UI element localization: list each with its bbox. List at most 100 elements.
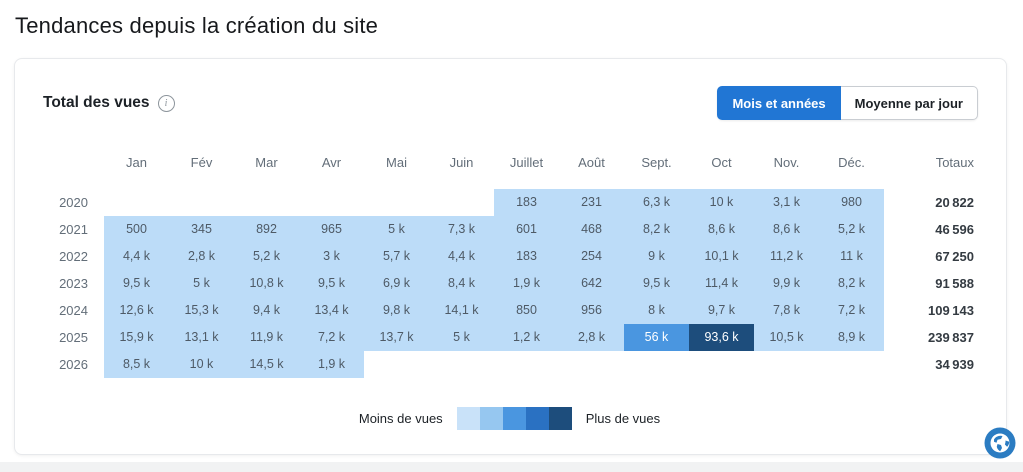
heatmap-cell: 8,9 k xyxy=(819,324,884,351)
totals-value: 91 588 xyxy=(935,276,974,291)
totals-value: 34 939 xyxy=(935,357,974,372)
totals-value: 46 596 xyxy=(935,222,974,237)
heatmap-cell: 13,1 k xyxy=(169,324,234,351)
legend-swatch-1 xyxy=(456,407,480,430)
heatmap-cell: 11,2 k xyxy=(754,243,819,270)
column-header-avr: Avr xyxy=(321,154,342,170)
heatmap-cell: 2,8 k xyxy=(169,243,234,270)
legend-swatch-4 xyxy=(525,407,549,430)
heatmap-cell: 10,5 k xyxy=(754,324,819,351)
heatmap-cell: 183 xyxy=(494,243,559,270)
legend-more-label: Plus de vues xyxy=(585,411,661,426)
heatmap-cell: 14,5 k xyxy=(234,351,299,378)
toggle-months-years-button[interactable]: Mois et années xyxy=(717,86,841,120)
heatmap-cell: 9,5 k xyxy=(104,270,169,297)
heatmap-cell: 5,2 k xyxy=(819,216,884,243)
heatmap-cell: 1,9 k xyxy=(299,351,364,378)
heatmap-header-row: Jan Fév Mar Avr Mai Juin Juillet Août Sept. Oct No… xyxy=(43,147,976,177)
heatmap-cell: 11 k xyxy=(819,243,884,270)
legend-swatch-5 xyxy=(548,407,572,430)
totals-value: 67 250 xyxy=(935,249,974,264)
heatmap-cell: 13,7 k xyxy=(364,324,429,351)
heatmap-cell: 980 xyxy=(819,189,884,216)
heatmap-cell: 642 xyxy=(559,270,624,297)
year-label: 2020 xyxy=(59,195,88,210)
heatmap-cell xyxy=(754,351,819,378)
heatmap-cell xyxy=(494,351,559,378)
heatmap-cell: 2,8 k xyxy=(559,324,624,351)
heatmap-cell: 9 k xyxy=(624,243,689,270)
heatmap-cell: 10 k xyxy=(689,189,754,216)
heatmap-cell: 5,7 k xyxy=(364,243,429,270)
column-header-aot: Août xyxy=(578,154,605,170)
heatmap-cell: 9,8 k xyxy=(364,297,429,324)
heatmap-row-2024: 2024 12,6 k 15,3 k 9,4 k 13,4 k 9,8 k 14,1 k 85… xyxy=(43,297,976,324)
year-label: 2024 xyxy=(59,303,88,318)
heatmap-cell xyxy=(624,351,689,378)
column-header-mar: Mar xyxy=(255,154,278,170)
toggle-daily-average-button[interactable]: Moyenne par jour xyxy=(840,86,978,120)
heatmap-cell xyxy=(364,189,429,216)
heatmap-cell: 254 xyxy=(559,243,624,270)
heatmap-cell: 5,2 k xyxy=(234,243,299,270)
heatmap-row-2021: 2021 500 345 892 965 5 k 7,3 k 601 468 8,2 k 8,6 k… xyxy=(43,216,976,243)
heatmap-cell xyxy=(429,351,494,378)
info-icon[interactable]: i xyxy=(157,94,175,112)
heatmap-cell: 956 xyxy=(559,297,624,324)
heatmap-cell: 15,3 k xyxy=(169,297,234,324)
heatmap-cell: 3,1 k xyxy=(754,189,819,216)
heatmap-cell: 6,9 k xyxy=(364,270,429,297)
legend-swatches xyxy=(456,407,572,430)
heatmap-cell: 3 k xyxy=(299,243,364,270)
heatmap-cell: 9,4 k xyxy=(234,297,299,324)
heatmap-cell: 9,9 k xyxy=(754,270,819,297)
heatmap-cell xyxy=(364,351,429,378)
heatmap-cell: 601 xyxy=(494,216,559,243)
heatmap-cell: 7,2 k xyxy=(819,297,884,324)
column-header-sept: Sept. xyxy=(641,154,672,170)
year-label: 2023 xyxy=(59,276,88,291)
heatmap-cell: 965 xyxy=(299,216,364,243)
heatmap-cell: 56 k xyxy=(624,324,689,351)
year-label: 2022 xyxy=(59,249,88,264)
heatmap-legend: Moins de vues Plus de vues xyxy=(43,407,976,430)
heatmap-row-2020: 2020 183 231 6,3 k 10 k 3,1 k 980 20 822 xyxy=(43,189,976,216)
heatmap-cell: 9,5 k xyxy=(624,270,689,297)
totals-value: 109 143 xyxy=(928,303,974,318)
legend-swatch-2 xyxy=(479,407,503,430)
column-header-fv: Fév xyxy=(190,154,213,170)
heatmap-cell: 10 k xyxy=(169,351,234,378)
card-header: Total des vues i Mois et années Moyenne … xyxy=(43,86,978,120)
heatmap-cell xyxy=(689,351,754,378)
column-header-mai: Mai xyxy=(386,154,407,170)
legend-swatch-3 xyxy=(502,407,526,430)
heatmap-cell: 345 xyxy=(169,216,234,243)
heatmap-cell: 13,4 k xyxy=(299,297,364,324)
heatmap-cell: 1,9 k xyxy=(494,270,559,297)
heatmap-cell xyxy=(429,189,494,216)
heatmap-row-2026: 2026 8,5 k 10 k 14,5 k 1,9 k 34 939 xyxy=(43,351,976,378)
heatmap-cell: 11,9 k xyxy=(234,324,299,351)
column-header-juillet: Juillet xyxy=(509,154,544,170)
heatmap-cell: 850 xyxy=(494,297,559,324)
heatmap-cell: 8,2 k xyxy=(819,270,884,297)
heatmap-cell: 8,4 k xyxy=(429,270,494,297)
globe-icon xyxy=(984,427,1016,459)
heatmap-cell xyxy=(559,351,624,378)
card-title: Total des vues xyxy=(43,94,150,111)
total-views-card: Total des vues i Mois et années Moyenne … xyxy=(14,58,1007,455)
heatmap-cell: 892 xyxy=(234,216,299,243)
heatmap-cell: 4,4 k xyxy=(429,243,494,270)
heatmap-cell: 9,7 k xyxy=(689,297,754,324)
heatmap-cell: 8,6 k xyxy=(689,216,754,243)
totals-value: 239 837 xyxy=(928,330,974,345)
year-label: 2026 xyxy=(59,357,88,372)
heatmap-cell xyxy=(299,189,364,216)
heatmap-cell: 7,8 k xyxy=(754,297,819,324)
heatmap-cell: 10,8 k xyxy=(234,270,299,297)
heatmap-cell: 5 k xyxy=(429,324,494,351)
accessibility-globe-button[interactable] xyxy=(984,427,1016,459)
